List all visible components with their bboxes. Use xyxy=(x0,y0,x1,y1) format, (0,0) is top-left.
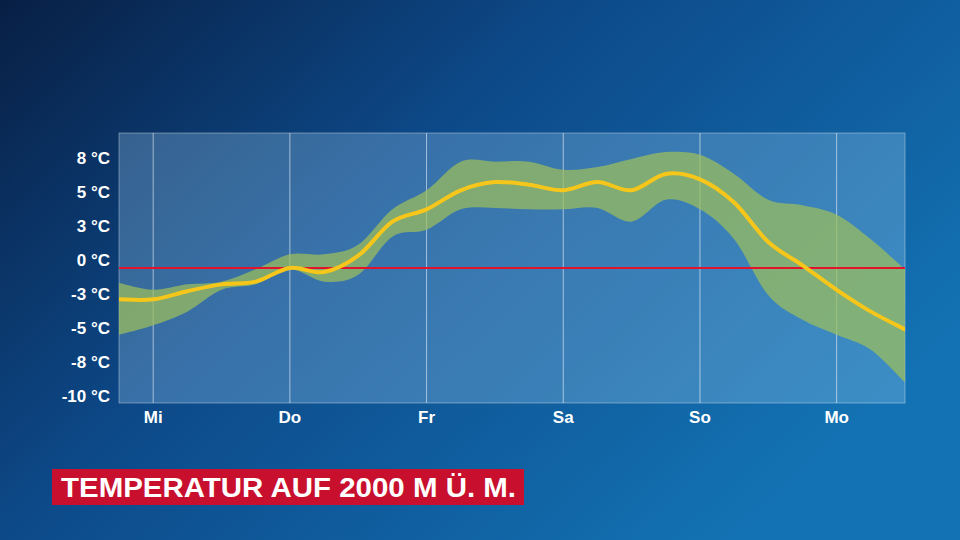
y-tick-label: -5 °C xyxy=(71,319,110,338)
y-tick xyxy=(115,191,119,192)
y-tick xyxy=(115,225,119,226)
range-band xyxy=(119,152,905,383)
y-tick xyxy=(115,362,119,363)
y-tick xyxy=(115,259,119,260)
x-tick-label: Mi xyxy=(144,408,163,427)
y-tick-label: 3 °C xyxy=(77,217,110,236)
chart-root: Mi Do Fr Sa So Mo 8 °C 5 °C 3 °C 0 °C -3 °C -5 °C -8… xyxy=(0,0,960,540)
y-tick xyxy=(115,396,119,397)
y-tick-label: -3 °C xyxy=(71,285,110,304)
y-tick xyxy=(115,328,119,329)
y-tick xyxy=(115,293,119,294)
x-tick-label: So xyxy=(689,408,711,427)
background xyxy=(0,0,960,540)
x-tick-label: Sa xyxy=(553,408,574,427)
y-tick-label: 0 °C xyxy=(77,251,110,270)
x-tick-label: Mo xyxy=(824,408,849,427)
plot-area xyxy=(119,133,905,403)
y-tick-label: 8 °C xyxy=(77,149,110,168)
y-tick-label: -10 °C xyxy=(62,387,110,406)
title: TEMPERATUR AUF 2000 M Ü. M. xyxy=(61,473,516,503)
y-tick xyxy=(115,157,119,158)
x-tick-label: Fr xyxy=(418,408,435,427)
reference-line xyxy=(119,267,905,269)
x-tick-label: Do xyxy=(279,408,302,427)
mean-line xyxy=(119,173,905,329)
title-box xyxy=(52,469,524,505)
y-tick-label: -8 °C xyxy=(71,353,110,372)
chart-svg: Mi Do Fr Sa So Mo 8 °C 5 °C 3 °C 0 °C -3 °C -5 °C -8… xyxy=(0,0,960,540)
y-tick-label: 5 °C xyxy=(77,183,110,202)
plot-marks xyxy=(119,152,905,383)
